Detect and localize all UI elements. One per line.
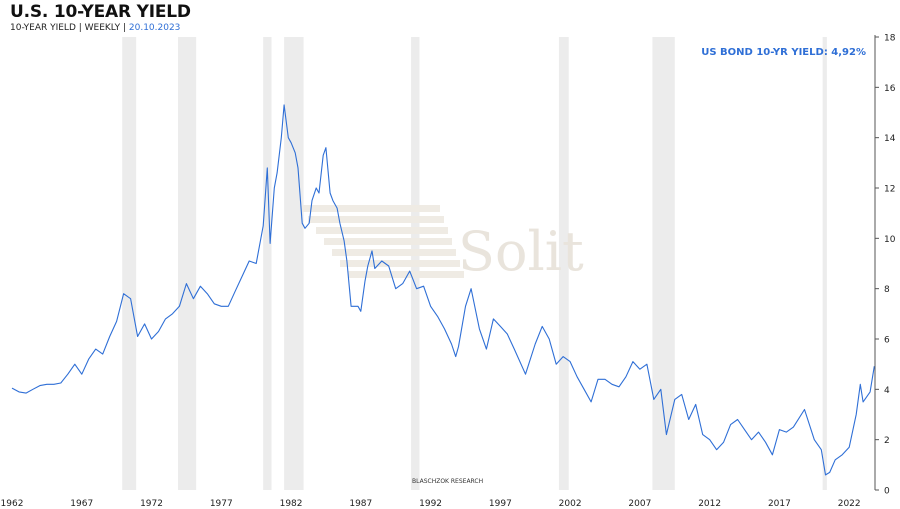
subtitle-main: 10-YEAR YIELD | WEEKLY | <box>10 23 129 33</box>
x-tick-label: 1997 <box>489 499 512 509</box>
y-tick-label: 10 <box>884 235 896 245</box>
series-line-0 <box>11 104 875 476</box>
recession-band-0 <box>122 37 137 490</box>
chart-subtitle: 10-YEAR YIELD | WEEKLY | 20.10.2023 <box>10 23 180 33</box>
watermark-stripe <box>308 216 444 223</box>
x-tick-label: 1972 <box>140 499 163 509</box>
watermark-brand: Solit <box>458 220 584 283</box>
watermark-stripe <box>316 227 448 234</box>
y-tick-label: 16 <box>884 84 896 94</box>
watermark-logo-stripes <box>300 205 464 278</box>
x-tick-label: 1967 <box>70 499 93 509</box>
x-tick-label: 2012 <box>698 499 721 509</box>
y-tick-labels: 0 2 4 6 8 10 12 14 16 18 <box>875 34 896 497</box>
page-title: U.S. 10-YEAR YIELD <box>10 2 191 22</box>
x-tick-label: 2022 <box>838 499 861 509</box>
recession-band-3 <box>284 37 304 490</box>
y-tick-label: 2 <box>884 436 890 446</box>
recession-band-5 <box>558 37 569 490</box>
recession-bands <box>122 37 827 490</box>
x-tick-label: 1962 <box>1 499 24 509</box>
y-tick-label: 8 <box>884 285 890 295</box>
subtitle-date: 20.10.2023 <box>128 23 181 33</box>
solit-watermark: Solit BLASCHZOK RESEARCH <box>300 205 584 485</box>
x-tick-label: 1987 <box>349 499 372 509</box>
y-tick-label: 4 <box>884 386 890 396</box>
y-tick-label: 12 <box>884 185 895 195</box>
x-tick-labels: 1962 1967 1972 1977 1982 1987 1992 1997 2002 2007… <box>1 499 861 509</box>
credit-text: BLASCHZOK RESEARCH <box>412 478 483 485</box>
y-tick-label: 0 <box>884 487 890 497</box>
x-tick-label: 2002 <box>559 499 582 509</box>
y-tick-label: 14 <box>884 134 896 144</box>
x-tick-label: 2007 <box>628 499 651 509</box>
yield-annotation: US BOND 10-YR YIELD: 4,92% <box>701 47 866 58</box>
recession-band-7 <box>822 37 827 490</box>
recession-band-2 <box>263 37 272 490</box>
watermark-stripe <box>324 238 452 245</box>
x-tick-label: 1982 <box>280 499 303 509</box>
watermark-stripe <box>348 271 464 278</box>
x-tick-label: 1977 <box>210 499 233 509</box>
y-tick-label: 6 <box>884 336 890 346</box>
x-tick-label: 2017 <box>768 499 791 509</box>
watermark-stripe <box>300 205 440 212</box>
series-line-layer <box>11 104 875 476</box>
recession-band-1 <box>178 37 197 490</box>
watermark-stripe <box>332 249 456 256</box>
watermark-stripe <box>340 260 460 267</box>
recession-band-6 <box>652 37 675 490</box>
y-tick-label: 18 <box>884 34 896 44</box>
x-tick-label: 1992 <box>419 499 442 509</box>
